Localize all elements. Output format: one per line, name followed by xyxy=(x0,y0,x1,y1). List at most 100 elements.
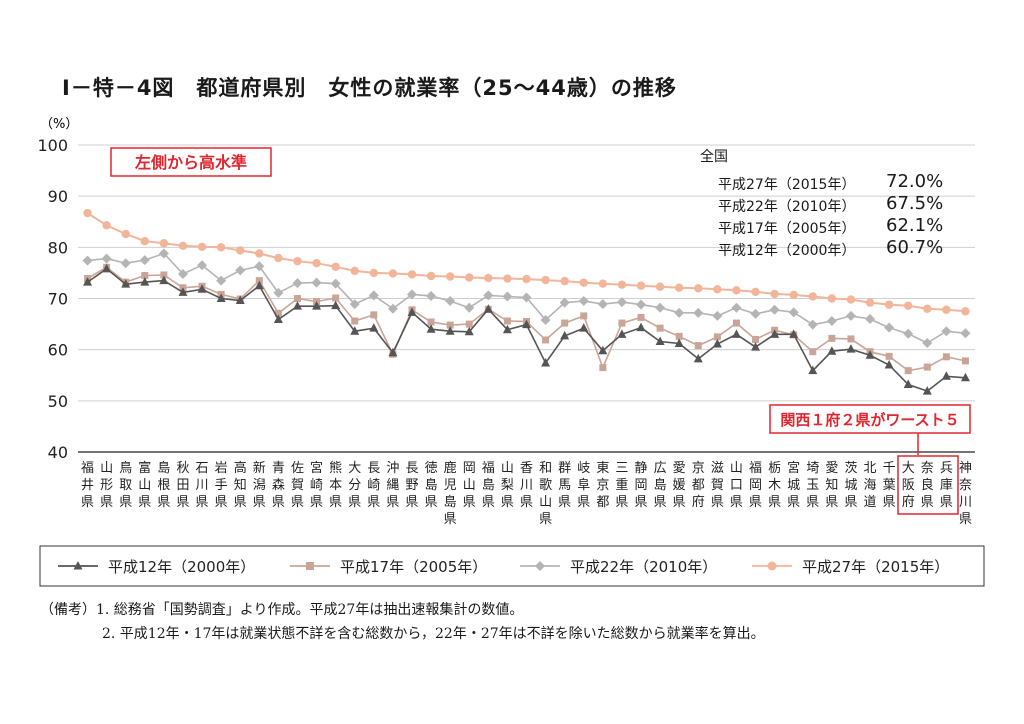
data-point xyxy=(464,326,474,336)
x-tick-label: 北海道 xyxy=(864,461,877,510)
national-row-label: 平成27年（2015年） xyxy=(718,177,856,193)
data-point xyxy=(216,243,226,252)
data-point xyxy=(426,324,436,333)
legend-label: 平成27年（2015年） xyxy=(802,558,949,576)
data-point xyxy=(713,285,722,294)
y-tick-label: 80 xyxy=(48,238,68,257)
data-point xyxy=(541,357,551,367)
data-point xyxy=(598,345,608,355)
data-point xyxy=(579,278,588,287)
x-tick-label: 宮崎県 xyxy=(310,460,323,510)
data-point xyxy=(903,379,913,388)
data-point xyxy=(752,335,760,343)
chart-title: Ⅰ－特－4図 都道府県別 女性の就業率（25～44歳）の推移 xyxy=(62,76,677,100)
data-point xyxy=(159,275,169,285)
data-point xyxy=(960,328,971,339)
x-tick-label: 熊本県 xyxy=(329,460,342,510)
data-point xyxy=(922,338,933,349)
data-point xyxy=(693,353,703,363)
data-point xyxy=(904,301,913,310)
legend-item: 平成12年（2000年） xyxy=(58,558,255,576)
x-tick-label: 福井県 xyxy=(81,461,94,510)
data-point xyxy=(540,314,551,325)
y-tick-label: 70 xyxy=(48,290,68,309)
x-tick-label: 愛知県 xyxy=(825,461,838,510)
data-point xyxy=(788,307,799,318)
data-point xyxy=(102,263,112,273)
data-point xyxy=(617,280,627,289)
data-point xyxy=(140,277,150,286)
national-summary: 全国 平成27年（2015年） 72.0% 平成22年（2010年） 67.5% 平… xyxy=(700,146,943,260)
x-tick-label: 徳島県 xyxy=(425,461,438,510)
data-point xyxy=(273,287,284,298)
x-tick-label: 三重県 xyxy=(615,461,628,510)
callout-right: 関西１府２県がワースト５ xyxy=(780,411,959,429)
data-point xyxy=(274,309,282,317)
data-point xyxy=(808,292,817,301)
data-point xyxy=(655,336,665,345)
data-point xyxy=(655,282,665,291)
data-point xyxy=(941,326,952,337)
data-point xyxy=(255,277,263,285)
national-header: 全国 xyxy=(700,149,728,165)
data-point xyxy=(483,304,493,313)
data-point xyxy=(941,371,951,380)
y-axis-unit: （%） xyxy=(40,117,78,132)
x-tick-label: 青森県 xyxy=(272,461,285,510)
data-point xyxy=(694,284,703,293)
data-point xyxy=(884,322,895,333)
x-tick-label: 滋賀県 xyxy=(711,461,724,510)
data-point xyxy=(388,269,398,278)
data-point xyxy=(712,339,722,348)
data-point xyxy=(427,318,435,326)
data-point xyxy=(655,302,666,313)
data-point xyxy=(732,319,740,327)
legend-item: 平成27年（2015年） xyxy=(752,558,949,576)
x-tick-label: 鳥取県 xyxy=(119,461,132,510)
data-point xyxy=(426,290,437,301)
national-row-label: 平成12年（2000年） xyxy=(718,243,856,259)
data-point xyxy=(808,365,818,375)
x-tick-label: 東京都 xyxy=(596,460,609,510)
data-point xyxy=(426,271,436,281)
worst-region-highlight xyxy=(897,455,959,515)
data-point xyxy=(464,302,475,313)
legend-marker xyxy=(306,562,314,570)
data-point xyxy=(561,319,569,327)
data-point xyxy=(235,295,245,305)
data-point xyxy=(445,326,455,335)
data-point xyxy=(942,353,950,361)
national-row-label: 平成22年（2010年） xyxy=(718,199,856,215)
x-tick-label: 和歌山県 xyxy=(539,461,552,527)
data-point xyxy=(845,310,856,321)
data-point xyxy=(674,307,685,318)
data-point xyxy=(961,357,969,365)
data-point xyxy=(350,326,360,335)
data-point xyxy=(826,316,837,327)
x-axis-labels: 福井県山形県鳥取県富山県島根県秋田県石川県岩手県高知県新潟県青森県佐賀県宮崎県熊… xyxy=(81,460,972,527)
data-point xyxy=(770,329,780,338)
x-tick-label: 富山県 xyxy=(138,460,151,510)
data-point xyxy=(636,322,646,332)
x-tick-label: 島根県 xyxy=(157,461,170,510)
note-1: （備考）1. 総務省「国勢調査」より作成。平成27年は抽出速報集計の数値。 xyxy=(40,602,524,618)
x-tick-label: 山口県 xyxy=(730,461,743,510)
data-point xyxy=(674,283,684,292)
data-point xyxy=(809,348,817,356)
data-point xyxy=(865,350,875,359)
data-point xyxy=(637,313,645,321)
data-point xyxy=(636,281,646,290)
x-tick-label: 長崎県 xyxy=(367,461,380,510)
x-tick-label: 茨城県 xyxy=(844,461,857,510)
data-point xyxy=(636,299,647,310)
data-point xyxy=(846,295,856,304)
data-point xyxy=(369,323,379,332)
data-point xyxy=(521,292,532,303)
legend: 平成12年（2000年） 平成17年（2005年） 平成22年（2010年） 平成27… xyxy=(58,558,949,576)
data-point xyxy=(618,319,626,327)
data-point xyxy=(465,273,474,282)
data-point xyxy=(370,311,378,319)
data-point xyxy=(502,291,513,302)
data-point xyxy=(159,239,169,248)
data-point xyxy=(961,307,970,316)
